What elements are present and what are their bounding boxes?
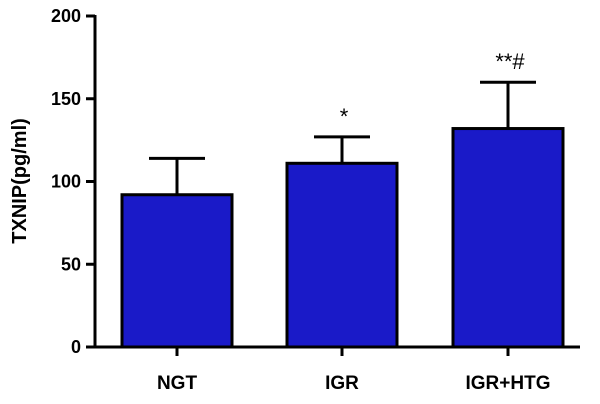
y-tick-label: 100	[51, 172, 81, 192]
y-tick-label: 50	[61, 254, 81, 274]
x-tick-label: IGR+HTG	[466, 373, 551, 394]
significance-annotation: **#	[495, 49, 525, 74]
plot-area: 0 50 100 150 200 NGT IGR * IGR+HTG **#	[51, 6, 580, 394]
bar	[451, 127, 565, 349]
y-axis-title: TXNIP(pg/ml)	[9, 118, 31, 244]
y-tick-label: 150	[51, 89, 81, 109]
bar	[120, 193, 234, 349]
y-tick-label: 0	[71, 337, 81, 357]
x-tick-label: IGR	[325, 373, 359, 394]
x-tick-label: NGT	[157, 373, 198, 394]
y-tick-label: 200	[51, 6, 81, 26]
significance-annotation: *	[340, 104, 349, 129]
bar	[285, 161, 399, 349]
